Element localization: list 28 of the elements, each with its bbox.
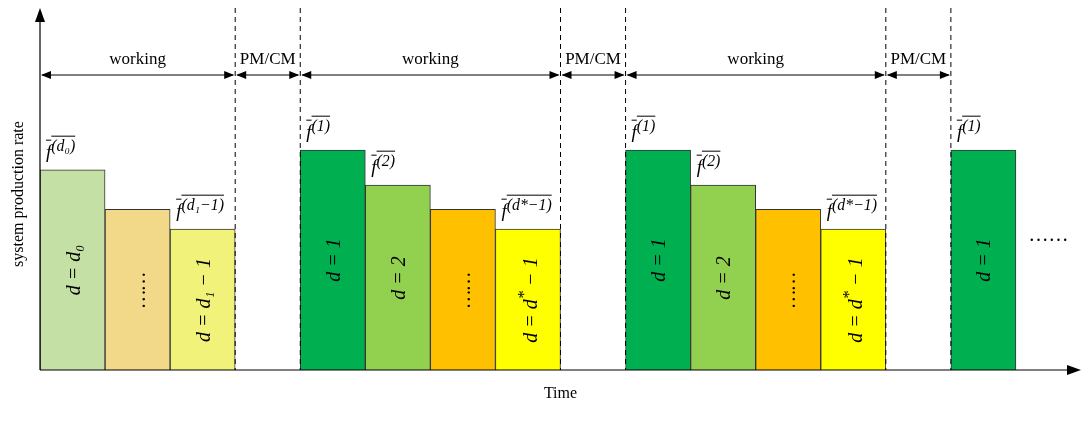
text: PM/CM (888, 49, 949, 69)
x-tick-label: d = d₁ − 1 (191, 257, 215, 342)
annotation: f$^{(2)}$ (696, 150, 721, 180)
x-tick-label: d = 1 (321, 238, 345, 282)
x-axis-title: Time (543, 384, 578, 402)
annotation: f$^{(2)}$ (371, 150, 396, 180)
annotation: …… (1027, 222, 1070, 246)
annotation: f$^{(1)}$ (306, 115, 330, 144)
x-tick-label: d = 1 (646, 238, 670, 282)
annotation: f$^{(d₀)}$ (46, 135, 76, 164)
annotation: f$^{(1)}$ (956, 115, 981, 144)
text: PM/CM (563, 49, 623, 69)
annotation: f$^{(d*−1)}$ (501, 194, 552, 224)
y-axis-title: system production rate (9, 121, 27, 267)
annotation: f$^{(d*−1)}$ (826, 194, 877, 224)
text: working (400, 49, 461, 69)
text: working (107, 49, 168, 69)
x-tick-label: d = d₀ (61, 244, 85, 296)
text: PM/CM (237, 49, 298, 69)
x-tick-label: …… (776, 271, 800, 308)
annotation: f$^{(d₁−1)}$ (176, 194, 224, 224)
x-tick-label: …… (126, 271, 150, 308)
text: working (725, 49, 787, 69)
annotation: f$^{(1)}$ (631, 115, 656, 144)
x-tick-label: …… (451, 271, 475, 308)
x-tick-label: d = 1 (971, 238, 995, 282)
x-tick-label: d = 2 (386, 255, 410, 300)
x-tick-label: d = 2 (711, 255, 735, 300)
